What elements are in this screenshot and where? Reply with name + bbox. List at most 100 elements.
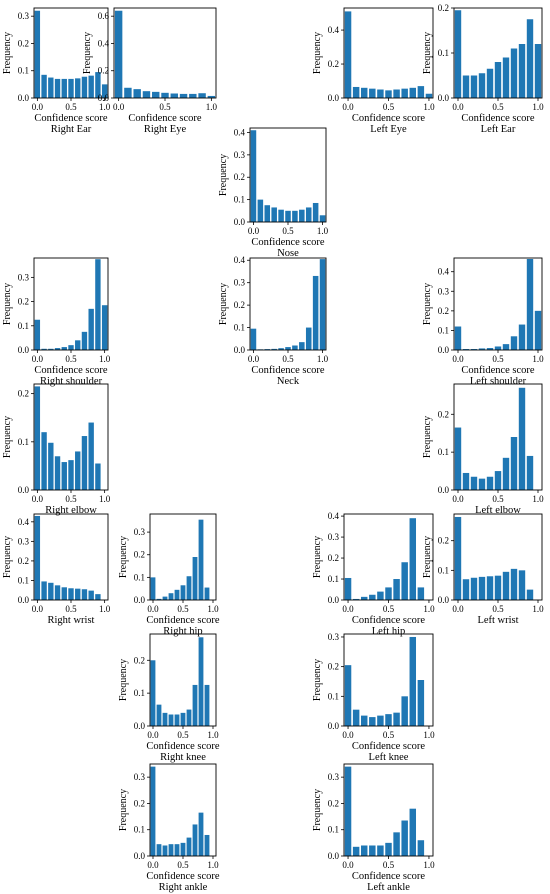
bar-left-elbow-4	[486, 476, 494, 490]
bar-nose-9	[312, 202, 319, 222]
ytick-label-right-knee-1: 0.1	[134, 688, 145, 698]
xlabel-right-shoulder: Confidence score	[34, 365, 108, 376]
xtick-label-right-hip-2: 1.0	[207, 604, 219, 614]
ylabel-left-ear: Frequency	[422, 32, 433, 74]
ytick-label-neck-2: 0.2	[234, 300, 245, 310]
xtick-label-left-eye-2: 1.0	[423, 102, 435, 112]
axes-frame-left-eye	[343, 7, 434, 99]
xtick-label-right-eye-0: 0.0	[113, 102, 125, 112]
bar-right-hip-6	[186, 576, 192, 600]
xtick-label-left-ear-1: 0.5	[492, 102, 504, 112]
bar-right-wrist-4	[61, 587, 67, 600]
bar-left-ear-9	[526, 19, 534, 98]
panel-left-eye: 0.0 0.2 0.4 0.0 0.5 1.0 Frequency Confidence sc…	[312, 7, 435, 135]
ytick-label-nose-2: 0.2	[234, 172, 245, 182]
panel-right-elbow: 0.0 0.1 0.2 0.0 0.5 1.0 Frequency Right elbow	[2, 383, 111, 516]
bar-right-ear-8	[88, 75, 94, 98]
bar-right-ear-3	[54, 78, 61, 98]
bar-nose-6	[292, 210, 298, 222]
title-right-shoulder: Right shoulder	[40, 376, 103, 387]
bar-left-eye-4	[377, 89, 384, 98]
bar-right-eye-1	[124, 87, 132, 98]
xlabel-right-knee: Confidence score	[146, 741, 220, 752]
bar-right-elbow-5	[68, 460, 74, 490]
ytick-label-right-ankle-1: 0.1	[134, 825, 145, 835]
ytick-label-right-knee-2: 0.2	[134, 655, 145, 665]
xtick-label-left-wrist-0: 0.0	[452, 604, 464, 614]
bar-left-ear-2	[470, 75, 478, 98]
panel-left-ankle: 0.0 0.1 0.2 0.3 0.0 0.5 1.0 Frequency Confidence…	[312, 763, 435, 893]
ytick-label-nose-3: 0.3	[234, 150, 246, 160]
bar-left-ankle-7	[401, 820, 408, 856]
bar-right-ankle-9	[204, 834, 210, 856]
bar-left-hip-0	[344, 577, 352, 600]
bar-left-shoulder-9	[526, 258, 534, 350]
xtick-label-left-hip-0: 0.0	[342, 604, 354, 614]
bar-right-elbow-8	[88, 422, 94, 490]
bar-right-ear-9	[95, 72, 101, 98]
bar-left-hip-9	[417, 587, 425, 600]
xtick-label-right-ankle-1: 0.5	[177, 860, 189, 870]
bar-left-hip-6	[393, 579, 400, 600]
bar-right-wrist-7	[81, 589, 88, 600]
bar-left-hip-3	[369, 594, 376, 600]
bar-right-eye-6	[170, 93, 178, 98]
ytick-label-right-eye-0: 0.0	[98, 93, 110, 103]
bar-nose-5	[285, 210, 291, 222]
bar-left-wrist-8	[518, 570, 526, 600]
bar-right-shoulder-10	[101, 305, 108, 350]
bar-right-hip-7	[192, 557, 198, 600]
bar-right-knee-5	[180, 712, 186, 726]
xtick-label-left-wrist-1: 0.5	[492, 604, 504, 614]
bar-left-shoulder-10	[534, 310, 542, 350]
bar-left-knee-3	[369, 717, 376, 726]
title-left-hip: Left hip	[372, 626, 406, 637]
ylabel-left-elbow: Frequency	[422, 416, 433, 458]
ytick-label-right-ankle-0: 0.0	[134, 851, 146, 861]
ytick-label-right-elbow-2: 0.2	[18, 389, 29, 399]
xtick-label-right-hip-0: 0.0	[147, 604, 159, 614]
bar-left-eye-0	[344, 11, 352, 98]
ytick-label-left-knee-1: 0.1	[328, 691, 339, 701]
ylabel-right-hip: Frequency	[118, 536, 129, 578]
bar-right-hip-0	[150, 577, 156, 600]
bar-right-shoulder-0	[34, 319, 41, 350]
bar-left-eye-3	[369, 88, 376, 98]
bar-left-eye-10	[425, 93, 433, 98]
ytick-label-neck-1: 0.1	[234, 323, 245, 333]
xtick-label-right-ear-2: 1.0	[99, 102, 111, 112]
xtick-label-left-knee-0: 0.0	[342, 730, 354, 740]
bar-left-shoulder-3	[478, 348, 486, 350]
ylabel-right-eye: Frequency	[82, 32, 93, 74]
xtick-label-right-knee-1: 0.5	[177, 730, 189, 740]
bar-right-elbow-4	[61, 462, 67, 490]
ytick-label-left-elbow-2: 0.2	[438, 409, 449, 419]
title-left-knee: Left knee	[369, 752, 409, 763]
xtick-label-right-shoulder-2: 1.0	[99, 354, 111, 364]
ytick-label-right-knee-0: 0.0	[134, 721, 146, 731]
bar-left-knee-1	[352, 709, 360, 726]
xtick-label-left-ear-2: 1.0	[532, 102, 544, 112]
ytick-label-left-ankle-2: 0.2	[328, 798, 339, 808]
bar-left-ankle-5	[385, 842, 392, 856]
bar-neck-9	[312, 275, 319, 350]
ytick-label-right-shoulder-2: 0.2	[18, 297, 29, 307]
axes-frame-right-eye	[113, 7, 217, 99]
bar-right-ear-2	[48, 77, 54, 98]
bar-left-ankle-8	[409, 808, 417, 856]
ytick-label-left-hip-1: 0.1	[328, 574, 339, 584]
xtick-label-right-ankle-0: 0.0	[147, 860, 159, 870]
bar-right-knee-0	[150, 660, 156, 726]
ytick-label-left-shoulder-0: 0.0	[438, 345, 450, 355]
bar-right-ankle-4	[174, 844, 180, 856]
bar-right-knee-2	[162, 712, 168, 726]
ytick-label-nose-0: 0.0	[234, 217, 246, 227]
bar-right-ankle-0	[150, 766, 156, 856]
ytick-label-nose-4: 0.4	[234, 127, 246, 137]
bar-left-elbow-9	[526, 455, 534, 490]
xtick-label-nose-1: 0.5	[282, 226, 294, 236]
bar-left-hip-5	[385, 587, 392, 600]
bar-right-knee-3	[168, 714, 174, 726]
bar-left-eye-5	[385, 90, 392, 98]
